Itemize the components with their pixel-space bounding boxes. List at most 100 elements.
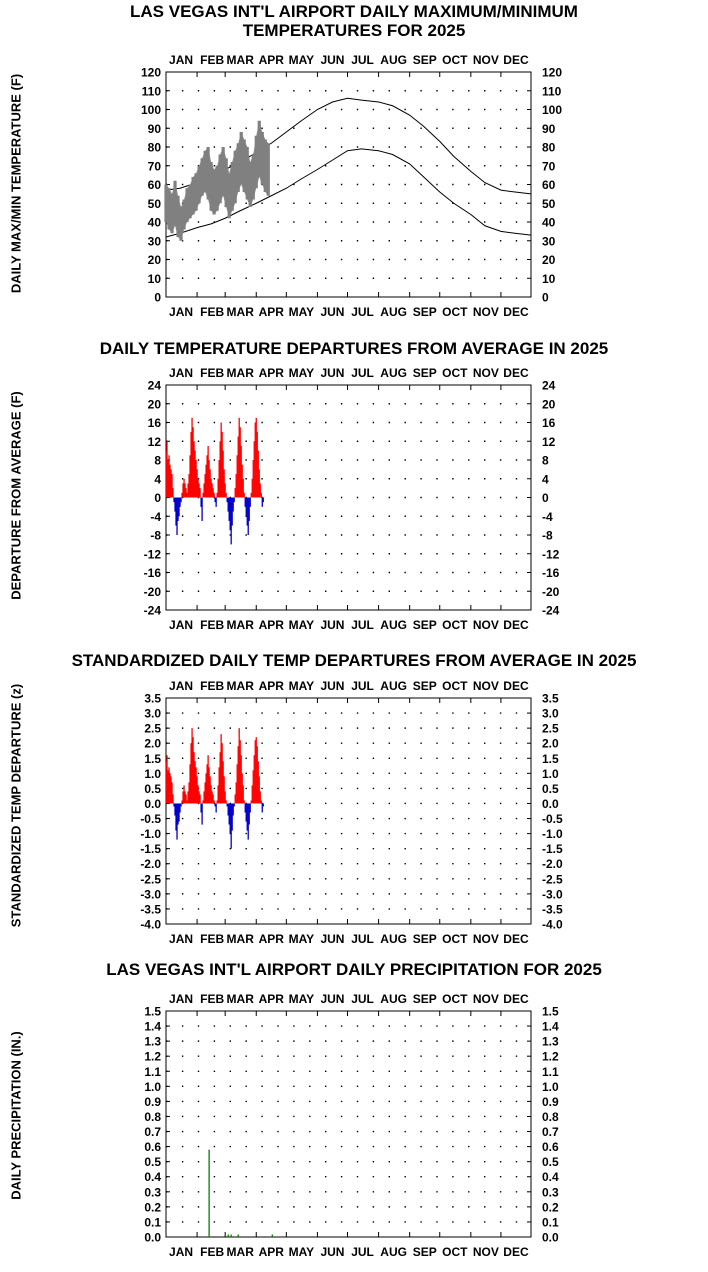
y-tick-label-left: 3.5: [144, 692, 161, 706]
y-tick-label-left: 0.4: [144, 1170, 161, 1184]
month-label-bottom-jul: JUL: [351, 305, 374, 319]
month-label-top-feb: FEB: [200, 53, 224, 67]
month-label-bottom-apr: APR: [259, 618, 285, 632]
month-label-top-may: MAY: [289, 992, 315, 1006]
y-tick-label-left: 2.0: [144, 737, 161, 751]
month-label-bottom-feb: FEB: [200, 305, 224, 319]
y-tick-label-right: 1.5: [542, 1005, 559, 1019]
month-label-bottom-jan: JAN: [169, 1245, 193, 1259]
y-axis-label-departure: DEPARTURE FROM AVERAGE (F): [8, 391, 24, 600]
y-tick-label-right: -3.5: [542, 902, 563, 916]
y-tick-label-left: 1.2: [144, 1050, 161, 1064]
month-label-top-jul: JUL: [351, 366, 374, 380]
y-tick-label-left: 10: [148, 272, 162, 286]
month-label-bottom-may: MAY: [289, 618, 315, 632]
y-tick-label-left: 0.7: [144, 1125, 161, 1139]
month-label-bottom-nov: NOV: [473, 618, 499, 632]
y-tick-label-right: 1.0: [542, 767, 559, 781]
y-tick-label-left: 80: [148, 141, 162, 155]
y-tick-label-left: 20: [148, 253, 162, 267]
y-tick-label-left: 40: [148, 216, 162, 230]
y-tick-label-right: 0.0: [542, 797, 559, 811]
y-axis-label-standardized: STANDARDIZED TEMP DEPARTURE (z): [8, 683, 24, 928]
month-label-bottom-aug: AUG: [380, 932, 407, 946]
month-label-top-nov: NOV: [473, 679, 499, 693]
month-label-top-apr: APR: [259, 366, 285, 380]
month-label-top-may: MAY: [289, 53, 315, 67]
y-tick-label-left: 2.5: [144, 722, 161, 736]
month-label-bottom-oct: OCT: [442, 618, 468, 632]
y-tick-label-right: 0.0: [542, 1231, 559, 1245]
y-tick-label-left: 3.0: [144, 707, 161, 721]
y-tick-label-left: 50: [148, 197, 162, 211]
y-tick-label-right: 1.3: [542, 1035, 559, 1049]
y-tick-label-right: 90: [542, 122, 556, 136]
y-tick-label-left: 24: [148, 379, 162, 393]
month-label-bottom-aug: AUG: [380, 1245, 407, 1259]
standardized-chart: JANJANFEBFEBMARMARAPRAPRMAYMAYJUNJUNJULJ…: [140, 679, 563, 946]
y-tick-label-left: -2.0: [140, 857, 161, 871]
normal-min-line: [165, 148, 532, 238]
y-tick-label-left: -16: [144, 566, 162, 580]
y-tick-label-left: -12: [144, 547, 162, 561]
y-tick-label-right: -16: [542, 566, 560, 580]
y-tick-label-left: -24: [144, 604, 162, 618]
month-label-bottom-may: MAY: [289, 1245, 315, 1259]
y-tick-label-left: -4.0: [140, 918, 161, 932]
month-label-top-aug: AUG: [380, 992, 407, 1006]
month-label-bottom-mar: MAR: [227, 1245, 255, 1259]
month-label-bottom-feb: FEB: [200, 932, 224, 946]
month-label-top-may: MAY: [289, 679, 315, 693]
month-label-top-mar: MAR: [227, 366, 255, 380]
y-tick-label-right: -2.5: [542, 872, 563, 886]
y-tick-label-right: -20: [542, 585, 560, 599]
y-tick-label-right: 30: [542, 234, 556, 248]
y-tick-label-left: 0.0: [144, 1231, 161, 1245]
y-tick-label-right: 1.4: [542, 1020, 559, 1034]
chart-title-departures: DAILY TEMPERATURE DEPARTURES FROM AVERAG…: [99, 339, 609, 358]
month-label-bottom-jun: JUN: [320, 618, 344, 632]
y-tick-label-right: -4: [542, 510, 553, 524]
month-label-top-sep: SEP: [413, 992, 437, 1006]
y-tick-label-right: 0: [542, 491, 549, 505]
temperature-chart: JANJANFEBFEBMARMARAPRAPRMAYMAYJUNJUNJULJ…: [141, 53, 562, 319]
month-label-bottom-dec: DEC: [503, 1245, 529, 1259]
y-tick-label-right: -8: [542, 529, 553, 543]
y-axis-label-precipitation: DAILY PRECIPITATION (IN.): [8, 1031, 24, 1200]
y-tick-label-right: 1.0: [542, 1080, 559, 1094]
y-tick-label-right: 50: [542, 197, 556, 211]
chart-title-temperatures: LAS VEGAS INT'L AIRPORT DAILY MAXIMUM/MI…: [0, 2, 708, 40]
month-label-top-nov: NOV: [473, 53, 499, 67]
y-tick-label-left: 110: [142, 84, 162, 98]
y-tick-label-left: -20: [144, 585, 162, 599]
month-label-top-jan: JAN: [169, 992, 193, 1006]
month-label-top-sep: SEP: [413, 679, 437, 693]
precipitation-chart: JANJANFEBFEBMARMARAPRAPRMAYMAYJUNJUNJULJ…: [144, 992, 559, 1259]
y-tick-label-left: 0.2: [144, 1200, 161, 1214]
y-axis-label-temperature: DAILY MAX/MIN TEMPERATURE (F): [8, 73, 24, 294]
month-label-top-dec: DEC: [503, 992, 529, 1006]
month-label-top-mar: MAR: [227, 679, 255, 693]
month-label-bottom-mar: MAR: [227, 932, 255, 946]
month-label-top-jan: JAN: [169, 679, 193, 693]
y-tick-label-left: -1.5: [140, 842, 161, 856]
chart-title-standardized: STANDARDIZED DAILY TEMP DEPARTURES FROM …: [71, 651, 637, 670]
month-label-top-mar: MAR: [227, 53, 255, 67]
y-tick-label-right: 0.7: [542, 1125, 559, 1139]
y-tick-label-left: 0.1: [144, 1215, 161, 1229]
month-label-bottom-jan: JAN: [169, 305, 193, 319]
month-label-top-jan: JAN: [169, 366, 193, 380]
observed-range-band: [166, 120, 269, 241]
month-label-bottom-jan: JAN: [169, 618, 193, 632]
y-tick-label-left: 0.8: [144, 1110, 161, 1124]
y-tick-label-right: 0.2: [542, 1200, 559, 1214]
month-label-bottom-mar: MAR: [227, 305, 255, 319]
month-label-bottom-nov: NOV: [473, 932, 499, 946]
y-tick-label-right: 24: [542, 379, 556, 393]
month-label-bottom-dec: DEC: [503, 305, 529, 319]
y-tick-label-left: 1.5: [144, 752, 161, 766]
month-label-top-feb: FEB: [200, 992, 224, 1006]
y-tick-label-left: 0.9: [144, 1095, 161, 1109]
month-label-top-apr: APR: [259, 53, 285, 67]
month-label-top-jun: JUN: [320, 992, 344, 1006]
